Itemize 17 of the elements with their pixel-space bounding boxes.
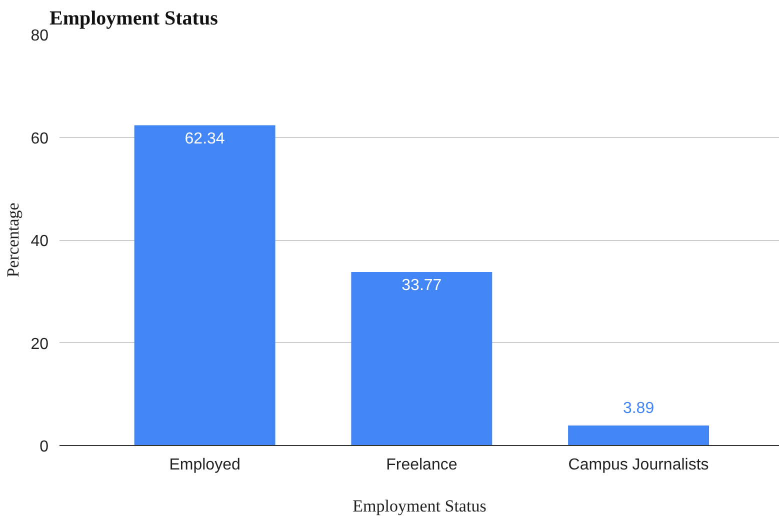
y-axis-title: Percentage (4, 202, 23, 278)
data-label: 3.89 (622, 400, 654, 418)
y-tick-label: 40 (30, 233, 49, 250)
y-tick-label: 20 (30, 336, 49, 353)
bar (568, 426, 710, 446)
y-tick-label: 0 (40, 438, 49, 456)
data-label: 62.34 (184, 130, 225, 148)
x-tick-label: Employed (169, 456, 240, 474)
x-axis-title: Employment Status (352, 496, 486, 516)
x-tick-label: Freelance (386, 456, 458, 474)
bar (134, 125, 276, 446)
chart-title: Employment Status (50, 8, 218, 30)
y-tick-label: 60 (30, 130, 49, 148)
x-tick-label: Campus Journalists (568, 456, 709, 474)
y-tick-label: 80 (30, 28, 49, 44)
data-label: 33.77 (402, 277, 442, 294)
bar (351, 272, 492, 446)
